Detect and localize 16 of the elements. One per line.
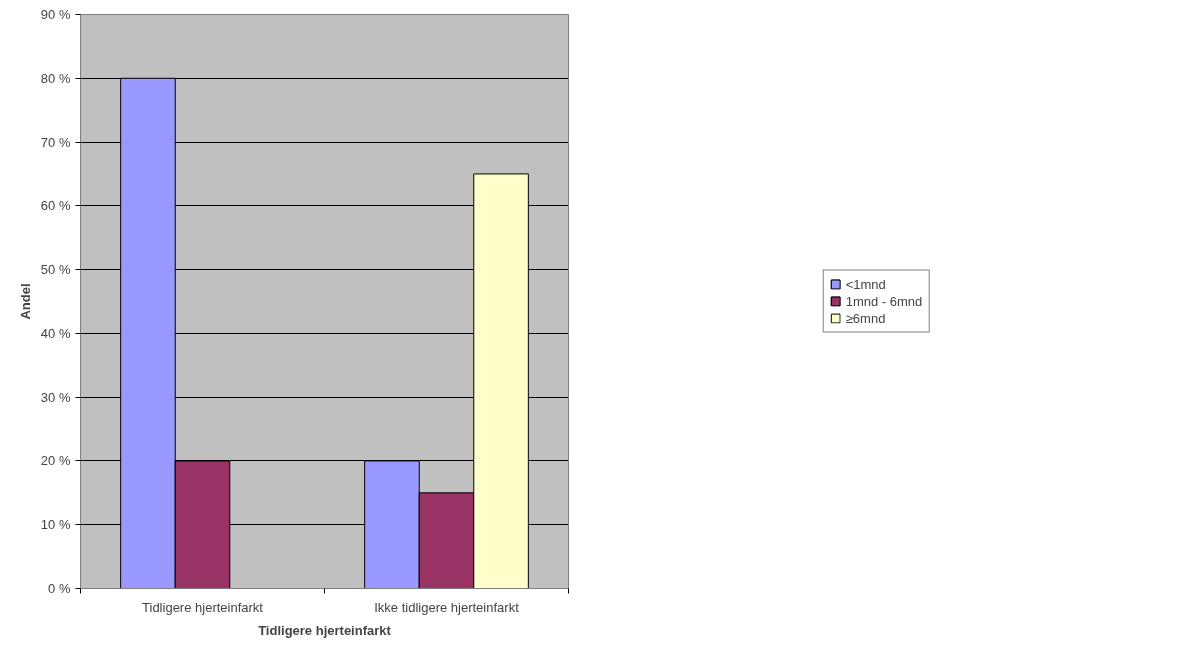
y-tick-label: 70 % <box>40 134 71 150</box>
y-tick-label: 10 % <box>40 517 71 533</box>
x-tick-label: Ikke tidligere hjerteinfarkt <box>374 599 520 615</box>
y-tick-label: 90 % <box>40 7 71 22</box>
y-axis-title: Andel <box>17 283 33 320</box>
y-tick-label: 40 % <box>40 325 71 341</box>
legend-label: 1mnd - 6mnd <box>845 293 923 309</box>
legend-label: ≥6mnd <box>845 310 886 326</box>
y-tick-label: 50 % <box>40 262 71 278</box>
y-tick-label: 80 % <box>40 70 71 86</box>
legend-label: <1mnd <box>845 276 886 292</box>
y-tick-label: 60 % <box>40 198 71 214</box>
y-tick-label: 0 % <box>48 581 71 596</box>
y-tick-label: 30 % <box>40 389 71 405</box>
y-tick-label: 20 % <box>40 453 71 469</box>
x-axis-title: Tidligere hjerteinfarkt <box>258 622 392 638</box>
